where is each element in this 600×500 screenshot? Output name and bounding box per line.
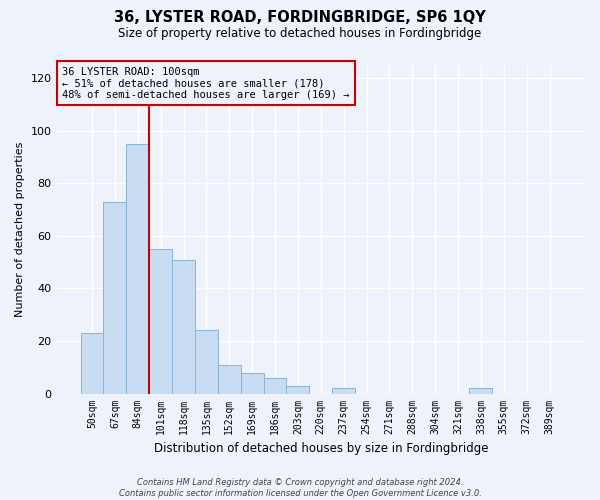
Text: Contains HM Land Registry data © Crown copyright and database right 2024.
Contai: Contains HM Land Registry data © Crown c… — [119, 478, 481, 498]
X-axis label: Distribution of detached houses by size in Fordingbridge: Distribution of detached houses by size … — [154, 442, 488, 455]
Bar — [332, 388, 355, 394]
Bar — [195, 330, 218, 394]
Text: Size of property relative to detached houses in Fordingbridge: Size of property relative to detached ho… — [118, 28, 482, 40]
Bar — [241, 372, 263, 394]
Bar — [127, 144, 149, 394]
Bar — [469, 388, 493, 394]
Text: 36, LYSTER ROAD, FORDINGBRIDGE, SP6 1QY: 36, LYSTER ROAD, FORDINGBRIDGE, SP6 1QY — [114, 10, 486, 25]
Bar — [286, 386, 310, 394]
Bar — [218, 364, 241, 394]
Bar — [172, 260, 195, 394]
Bar — [149, 249, 172, 394]
Y-axis label: Number of detached properties: Number of detached properties — [15, 142, 25, 317]
Bar — [263, 378, 286, 394]
Bar — [103, 202, 127, 394]
Text: 36 LYSTER ROAD: 100sqm
← 51% of detached houses are smaller (178)
48% of semi-de: 36 LYSTER ROAD: 100sqm ← 51% of detached… — [62, 66, 349, 100]
Bar — [80, 333, 103, 394]
